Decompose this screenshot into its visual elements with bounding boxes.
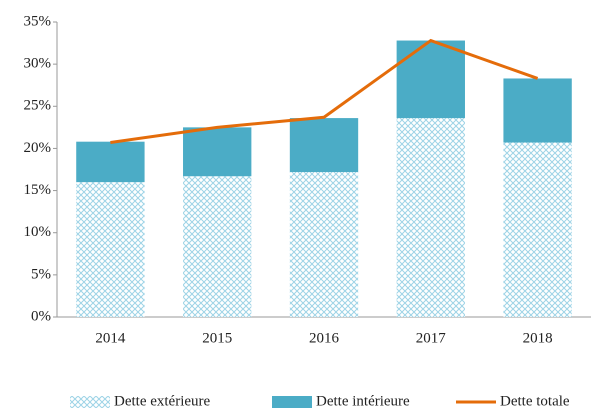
x-tick-label: 2016 [309, 330, 340, 346]
x-tick-label: 2018 [523, 330, 553, 346]
y-tick-label: 30% [24, 56, 52, 72]
bar [396, 40, 465, 119]
x-tick-label: 2014 [95, 330, 126, 346]
bar [183, 176, 252, 317]
bar [396, 118, 465, 317]
bar [289, 172, 359, 317]
bar [503, 78, 572, 143]
bar [183, 127, 252, 177]
x-tick-label: 2015 [202, 330, 232, 346]
legend-label: Dette extérieure [114, 393, 211, 408]
y-tick-label: 20% [24, 140, 52, 156]
line [110, 38, 539, 145]
y-tick-label: 5% [31, 266, 51, 282]
bar [503, 142, 572, 317]
legend-label: Dette intérieure [316, 393, 410, 408]
bar [76, 182, 145, 317]
bar [289, 118, 359, 173]
y-tick-label: 35% [24, 13, 52, 29]
x-tick-label: 2017 [416, 330, 447, 346]
y-tick-label: 0% [31, 308, 51, 324]
y-tick-label: 15% [24, 182, 52, 198]
y-tick-label: 10% [24, 224, 52, 240]
legend-label: Dette totale [500, 393, 570, 408]
y-tick-label: 25% [24, 98, 52, 114]
legend-swatch [70, 396, 110, 408]
bar [76, 141, 145, 183]
legend-swatch [272, 396, 312, 408]
